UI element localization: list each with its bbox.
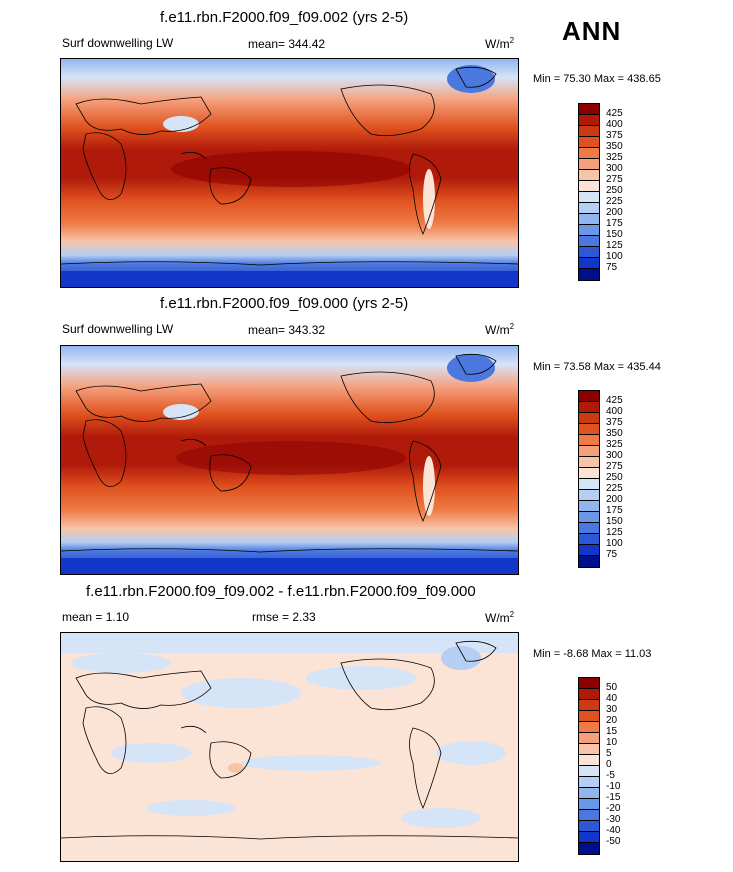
- cbar-label: -10: [606, 781, 621, 792]
- panel-1-minmax: Min = 75.30 Max = 438.65: [533, 73, 661, 85]
- cbar-label: 50: [606, 682, 618, 693]
- cbar-label: 30: [606, 704, 618, 715]
- panel-2-map: [60, 345, 519, 575]
- cbar-label: 250: [606, 185, 623, 196]
- cbar-label: 325: [606, 439, 623, 450]
- cbar-label: 400: [606, 119, 623, 130]
- cbar-label: -40: [606, 825, 621, 836]
- cbar-label: 20: [606, 715, 618, 726]
- cbar-label: 275: [606, 461, 623, 472]
- panel-3-title: f.e11.rbn.F2000.f09_f09.002 - f.e11.rbn.…: [86, 583, 476, 600]
- panel-3-map: [60, 632, 519, 862]
- panel-2-mean-label: mean= 343.32: [248, 323, 326, 337]
- cbar-label: 375: [606, 417, 623, 428]
- panel-1-variable-label: Surf downwelling LW: [62, 36, 174, 50]
- cbar-label: 5: [606, 748, 612, 759]
- cbar-label: 75: [606, 549, 618, 560]
- cbar-label: 150: [606, 516, 623, 527]
- panel-1-mean-label: mean= 344.42: [248, 37, 326, 51]
- cbar-label: 400: [606, 406, 623, 417]
- cbar-label: 350: [606, 141, 623, 152]
- cbar-label: 225: [606, 483, 623, 494]
- cbar-label: 100: [606, 538, 623, 549]
- cbar-label: -15: [606, 792, 621, 803]
- cbar-label: 425: [606, 395, 623, 406]
- cbar-label: 15: [606, 726, 618, 737]
- cbar-label: -50: [606, 836, 621, 847]
- cbar-label: 150: [606, 229, 623, 240]
- panel-2-variable-label: Surf downwelling LW: [62, 322, 174, 336]
- cbar-label: 250: [606, 472, 623, 483]
- panel-3-units: W/m2: [485, 610, 515, 625]
- cbar-label: 225: [606, 196, 623, 207]
- panel-1-colorbar: [578, 103, 600, 281]
- panel-2-units: W/m2: [485, 322, 515, 337]
- cbar-label: 300: [606, 450, 623, 461]
- cbar-label: 200: [606, 494, 623, 505]
- cbar-label: 10: [606, 737, 618, 748]
- cbar-label: 375: [606, 130, 623, 141]
- cbar-label: -30: [606, 814, 621, 825]
- panel-2-colorbar: [578, 390, 600, 568]
- cbar-label: 40: [606, 693, 618, 704]
- cbar-label: 75: [606, 262, 618, 273]
- panel-3-minmax: Min = -8.68 Max = 11.03: [533, 648, 652, 660]
- cbar-label: 275: [606, 174, 623, 185]
- cbar-label: 425: [606, 108, 623, 119]
- panel-1-title: f.e11.rbn.F2000.f09_f09.002 (yrs 2-5): [160, 9, 409, 26]
- cbar-label: -5: [606, 770, 615, 781]
- cbar-label: 0: [606, 759, 612, 770]
- panel-3-rmse-label: rmse = 2.33: [252, 610, 316, 624]
- panel-3-mean-label: mean = 1.10: [62, 610, 130, 624]
- panel-1-map: [60, 58, 519, 288]
- cbar-label: 175: [606, 218, 623, 229]
- season-label: ANN: [562, 16, 622, 46]
- cbar-label: 175: [606, 505, 623, 516]
- panel-1-units: W/m2: [485, 36, 515, 51]
- cbar-label: -20: [606, 803, 621, 814]
- cbar-label: 100: [606, 251, 623, 262]
- cbar-label: 125: [606, 240, 623, 251]
- panel-2-title: f.e11.rbn.F2000.f09_f09.000 (yrs 2-5): [160, 295, 409, 312]
- cbar-label: 125: [606, 527, 623, 538]
- cbar-label: 300: [606, 163, 623, 174]
- panel-2-minmax: Min = 73.58 Max = 435.44: [533, 361, 661, 373]
- cbar-label: 325: [606, 152, 623, 163]
- cbar-label: 200: [606, 207, 623, 218]
- panel-3-colorbar: [578, 677, 600, 855]
- cbar-label: 350: [606, 428, 623, 439]
